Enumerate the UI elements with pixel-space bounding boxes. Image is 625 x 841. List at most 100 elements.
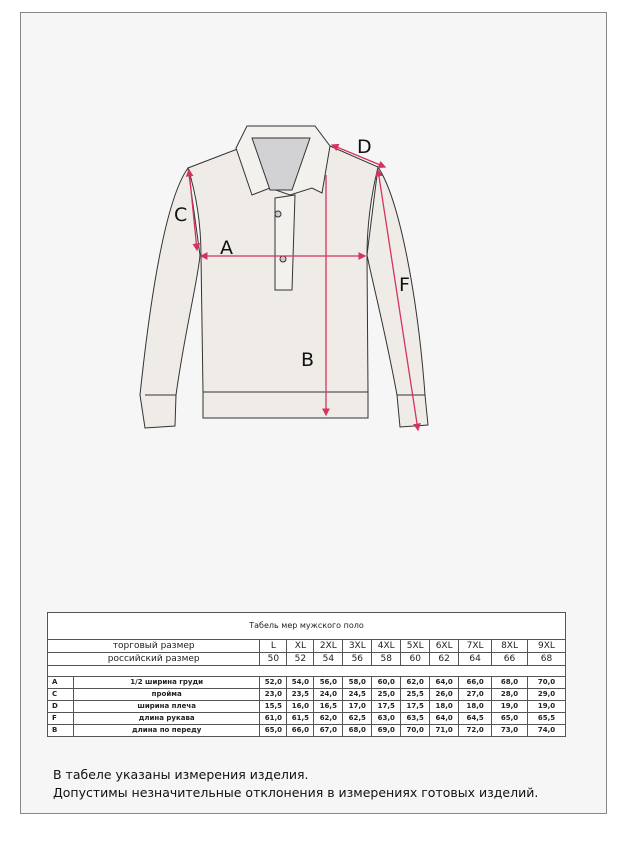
value-cell: 19,0 (526, 700, 567, 713)
notes: В табеле указаны измерения изделия. Допу… (53, 766, 538, 802)
value-cell: 65,0 (259, 724, 288, 737)
row-code: B (47, 724, 74, 737)
value-cell: 16,0 (286, 700, 315, 713)
value-cell: 58,0 (342, 676, 373, 689)
size-cell: 8XL (491, 639, 528, 653)
label-f: F (399, 274, 410, 296)
spacer-row (47, 665, 566, 677)
label-c: C (174, 204, 187, 226)
size-cell: 4XL (371, 639, 402, 653)
value-cell: 66,0 (458, 676, 493, 689)
value-cell: 62,5 (342, 712, 373, 725)
value-cell: 26,0 (429, 688, 460, 701)
row-label: длина по переду (72, 724, 261, 737)
ru-size-cell: 56 (342, 652, 373, 666)
value-cell: 63,0 (371, 712, 402, 725)
label-b: B (301, 349, 314, 371)
note-line: В табеле указаны измерения изделия. (53, 767, 309, 782)
value-cell: 28,0 (491, 688, 528, 701)
value-cell: 72,0 (458, 724, 493, 737)
arrow-f (375, 168, 421, 432)
russian-size-label: российский размер (46, 652, 261, 666)
value-cell: 71,0 (429, 724, 460, 737)
table-title: Табель мер мужского поло (47, 612, 566, 640)
size-cell: XL (286, 639, 315, 653)
row-code: D (47, 700, 74, 713)
value-cell: 27,0 (458, 688, 493, 701)
value-cell: 63,5 (400, 712, 431, 725)
ru-size-cell: 64 (458, 652, 493, 666)
row-code: F (47, 712, 74, 725)
value-cell: 74,0 (526, 724, 567, 737)
row-label: 1/2 ширина груди (72, 676, 261, 689)
arrow-c (185, 168, 201, 252)
garment-outline (139, 125, 429, 429)
value-cell: 65,5 (526, 712, 567, 725)
trade-size-label: торговый размер (46, 639, 261, 653)
trade-size-row: торговый размер L XL 2XL 3XL 4XL 5XL 6XL… (46, 639, 567, 653)
size-table: Табель мер мужского поло торговый размер… (46, 612, 567, 737)
ru-size-cell: 52 (286, 652, 315, 666)
value-cell: 24,0 (313, 688, 344, 701)
value-cell: 17,5 (400, 700, 431, 713)
value-cell: 25,5 (400, 688, 431, 701)
value-cell: 65,0 (491, 712, 528, 725)
ru-size-cell: 62 (429, 652, 460, 666)
row-label: длина рукава (72, 712, 261, 725)
value-cell: 61,5 (286, 712, 315, 725)
value-cell: 70,0 (400, 724, 431, 737)
ru-size-cell: 66 (491, 652, 528, 666)
ru-size-cell: 60 (400, 652, 431, 666)
row-code: A (47, 676, 74, 689)
value-cell: 61,0 (259, 712, 288, 725)
value-cell: 64,5 (458, 712, 493, 725)
size-cell: 6XL (429, 639, 460, 653)
value-cell: 25,0 (371, 688, 402, 701)
value-cell: 23,5 (286, 688, 315, 701)
size-cell: 5XL (400, 639, 431, 653)
value-cell: 52,0 (259, 676, 288, 689)
note-line: Допустимы незначительные отклонения в из… (53, 785, 539, 800)
value-cell: 68,0 (342, 724, 373, 737)
value-cell: 17,5 (371, 700, 402, 713)
value-cell: 18,0 (458, 700, 493, 713)
ru-size-cell: 50 (259, 652, 288, 666)
label-a: A (220, 237, 233, 259)
value-cell: 70,0 (526, 676, 567, 689)
size-cell: L (259, 639, 288, 653)
row-code: C (47, 688, 74, 701)
size-cell: 3XL (342, 639, 373, 653)
measurement-arrows (185, 143, 421, 432)
value-cell: 62,0 (400, 676, 431, 689)
size-cell: 7XL (458, 639, 493, 653)
value-cell: 69,0 (371, 724, 402, 737)
value-cell: 18,0 (429, 700, 460, 713)
ru-size-cell: 54 (313, 652, 344, 666)
size-cell: 2XL (313, 639, 344, 653)
value-cell: 64,0 (429, 712, 460, 725)
value-cell: 19,0 (491, 700, 528, 713)
row-label: пройма (72, 688, 261, 701)
value-cell: 29,0 (526, 688, 567, 701)
value-cell: 64,0 (429, 676, 460, 689)
arrow-d (330, 143, 387, 169)
value-cell: 68,0 (491, 676, 528, 689)
measurement-row: A 1/2 ширина груди 52,0 54,0 56,0 58,0 60,0 62,… (47, 676, 567, 689)
value-cell: 62,0 (313, 712, 344, 725)
ru-size-cell: 58 (371, 652, 402, 666)
value-cell: 66,0 (286, 724, 315, 737)
value-cell: 15,5 (259, 700, 288, 713)
label-d: D (357, 136, 372, 158)
value-cell: 23,0 (259, 688, 288, 701)
value-cell: 16,5 (313, 700, 344, 713)
ru-size-cell: 68 (526, 652, 567, 666)
russian-size-row: российский размер 50 52 54 56 58 60 62 6… (46, 652, 567, 666)
polo-sweater-diagram: C A D B F (139, 125, 429, 432)
row-label: ширина плеча (72, 700, 261, 713)
value-cell: 67,0 (313, 724, 344, 737)
size-cell: 9XL (526, 639, 567, 653)
value-cell: 56,0 (313, 676, 344, 689)
